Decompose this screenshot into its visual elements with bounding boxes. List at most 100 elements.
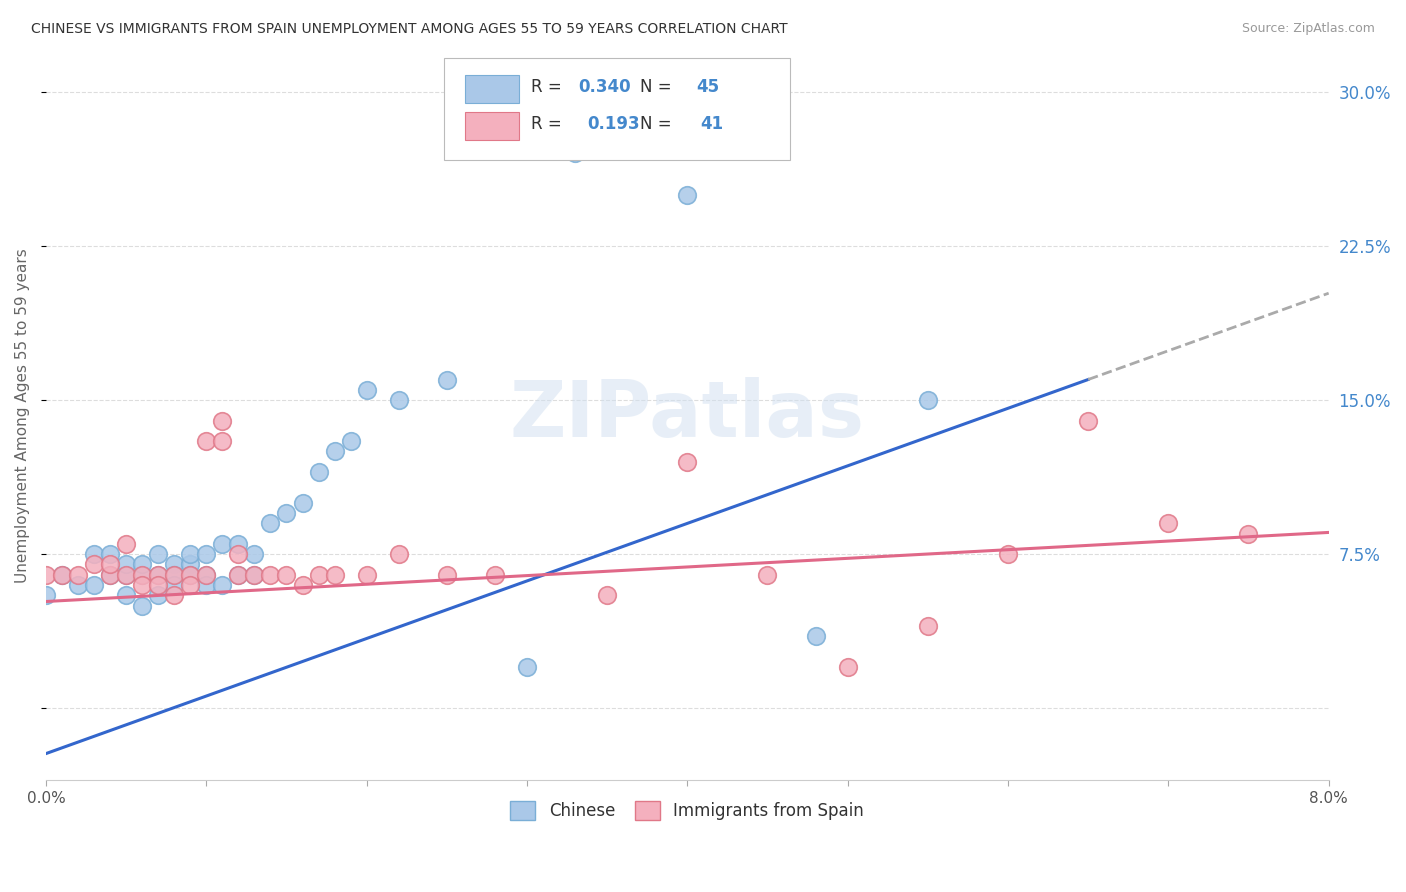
Point (323, 444, 346, 458)
Text: 0.193: 0.193 (588, 115, 640, 133)
Text: ZIPatlas: ZIPatlas (510, 377, 865, 453)
Point (98, 567, 121, 582)
Text: N =: N = (640, 78, 676, 96)
Point (228, 547, 250, 561)
Point (148, 578, 170, 592)
Point (148, 547, 170, 561)
Point (131, 567, 153, 582)
Point (211, 434, 233, 449)
Point (276, 567, 298, 582)
Point (308, 567, 330, 582)
Point (917, 393, 939, 408)
Point (131, 599, 153, 613)
Point (83, 547, 105, 561)
Point (564, 146, 586, 161)
Point (115, 567, 138, 582)
Point (243, 567, 266, 582)
Point (484, 567, 506, 582)
Point (98, 547, 121, 561)
Point (98, 567, 121, 582)
Point (148, 567, 170, 582)
Point (131, 578, 153, 592)
Point (917, 619, 939, 633)
Point (67, 578, 90, 592)
Point (179, 567, 201, 582)
Point (291, 578, 314, 592)
Point (115, 537, 138, 551)
FancyBboxPatch shape (465, 112, 519, 140)
Point (195, 567, 218, 582)
FancyBboxPatch shape (444, 58, 790, 161)
Text: 45: 45 (696, 78, 720, 96)
FancyBboxPatch shape (465, 76, 519, 103)
Point (276, 506, 298, 520)
Point (356, 567, 378, 582)
Point (131, 558, 153, 572)
Point (323, 567, 346, 582)
Point (163, 588, 186, 602)
Text: 41: 41 (700, 115, 723, 133)
Y-axis label: Unemployment Among Ages 55 to 59 years: Unemployment Among Ages 55 to 59 years (15, 248, 30, 582)
Point (259, 516, 281, 531)
Point (98, 558, 121, 572)
Point (211, 578, 233, 592)
Point (179, 547, 201, 561)
Point (179, 558, 201, 572)
Point (804, 629, 827, 643)
Point (436, 567, 458, 582)
Text: CHINESE VS IMMIGRANTS FROM SPAIN UNEMPLOYMENT AMONG AGES 55 TO 59 YEARS CORRELAT: CHINESE VS IMMIGRANTS FROM SPAIN UNEMPLO… (31, 22, 787, 37)
Point (211, 414, 233, 428)
Text: N =: N = (640, 115, 682, 133)
Point (115, 567, 138, 582)
Point (211, 537, 233, 551)
Point (163, 578, 186, 592)
Point (1157, 516, 1180, 531)
Point (388, 393, 411, 408)
Point (259, 567, 281, 582)
Point (837, 660, 859, 674)
Point (51, 567, 73, 582)
Point (131, 567, 153, 582)
Point (228, 537, 250, 551)
Point (243, 567, 266, 582)
Point (195, 547, 218, 561)
Point (179, 567, 201, 582)
Point (179, 578, 201, 592)
Legend: Chinese, Immigrants from Spain: Chinese, Immigrants from Spain (503, 795, 870, 827)
Point (83, 558, 105, 572)
Point (195, 567, 218, 582)
Text: R =: R = (531, 115, 572, 133)
Point (291, 496, 314, 510)
Text: 0.340: 0.340 (578, 78, 631, 96)
Point (67, 567, 90, 582)
Point (195, 578, 218, 592)
Point (35, 567, 58, 582)
Point (243, 547, 266, 561)
Point (756, 567, 779, 582)
Point (228, 567, 250, 582)
Point (388, 547, 411, 561)
Point (339, 434, 361, 449)
Text: R =: R = (531, 78, 567, 96)
Point (163, 567, 186, 582)
Text: Source: ZipAtlas.com: Source: ZipAtlas.com (1241, 22, 1375, 36)
Point (676, 187, 699, 202)
Point (1077, 414, 1099, 428)
Point (148, 567, 170, 582)
Point (436, 372, 458, 386)
Point (195, 434, 218, 449)
Point (35, 588, 58, 602)
Point (308, 465, 330, 479)
Point (148, 588, 170, 602)
Point (83, 578, 105, 592)
Point (516, 660, 538, 674)
Point (115, 588, 138, 602)
Point (228, 567, 250, 582)
Point (163, 558, 186, 572)
Point (997, 547, 1019, 561)
Point (676, 455, 699, 469)
Point (115, 558, 138, 572)
Point (1237, 526, 1260, 541)
Point (163, 567, 186, 582)
Point (356, 383, 378, 397)
